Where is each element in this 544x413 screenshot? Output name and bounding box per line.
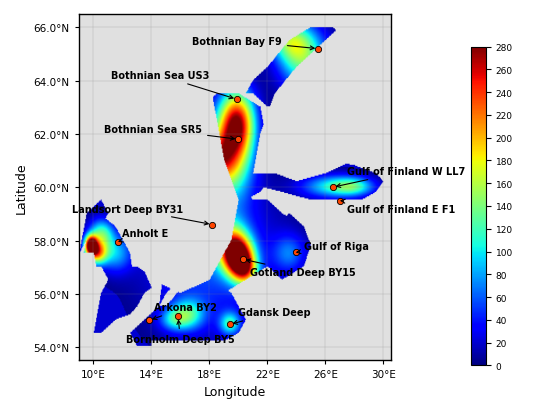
Text: Gulf of Riga: Gulf of Riga [297, 241, 368, 254]
Text: Bothnian Sea US3: Bothnian Sea US3 [111, 71, 233, 100]
Text: Gotland Deep BY15: Gotland Deep BY15 [246, 259, 356, 278]
Y-axis label: Latitude: Latitude [15, 162, 28, 214]
Text: Bothnian Bay F9: Bothnian Bay F9 [192, 37, 314, 51]
Text: Gulf of Finland W LL7: Gulf of Finland W LL7 [337, 167, 466, 188]
Text: Landsort Deep BY31: Landsort Deep BY31 [72, 204, 208, 225]
Text: Arkona BY2: Arkona BY2 [153, 302, 217, 320]
Text: Anholt E: Anholt E [119, 228, 169, 242]
Text: Bornholm Deep BY5: Bornholm Deep BY5 [126, 320, 234, 344]
Text: Gulf of Finland E F1: Gulf of Finland E F1 [341, 200, 455, 214]
X-axis label: Longitude: Longitude [203, 385, 266, 398]
Text: Gdansk Deep: Gdansk Deep [233, 308, 311, 325]
Text: Bothnian Sea SR5: Bothnian Sea SR5 [104, 124, 234, 141]
